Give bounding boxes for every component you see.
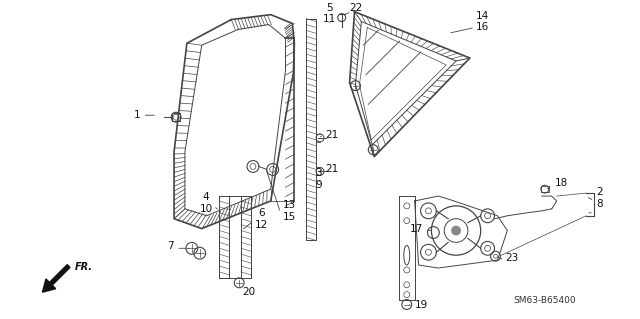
Text: 23: 23 [506, 253, 518, 263]
Text: 7: 7 [168, 241, 174, 251]
Text: 4
10: 4 10 [200, 192, 212, 214]
Text: 13
15: 13 15 [282, 200, 296, 222]
Circle shape [451, 226, 461, 235]
Text: 2
8: 2 8 [596, 187, 603, 209]
Text: 5
11: 5 11 [323, 3, 337, 25]
Text: 19: 19 [415, 300, 428, 309]
Text: 20: 20 [243, 287, 255, 297]
Text: 1: 1 [134, 110, 141, 120]
FancyArrow shape [42, 265, 70, 292]
Text: 18: 18 [555, 178, 568, 188]
Text: 21: 21 [325, 130, 338, 140]
Text: 17: 17 [410, 224, 424, 234]
Text: 14
16: 14 16 [476, 11, 489, 32]
Text: 21: 21 [325, 164, 338, 174]
Text: FR.: FR. [74, 262, 93, 272]
Text: 6
12: 6 12 [255, 208, 268, 230]
Text: SM63-B65400: SM63-B65400 [514, 295, 577, 305]
Text: 3
9: 3 9 [316, 168, 322, 190]
Text: 22: 22 [349, 3, 363, 13]
